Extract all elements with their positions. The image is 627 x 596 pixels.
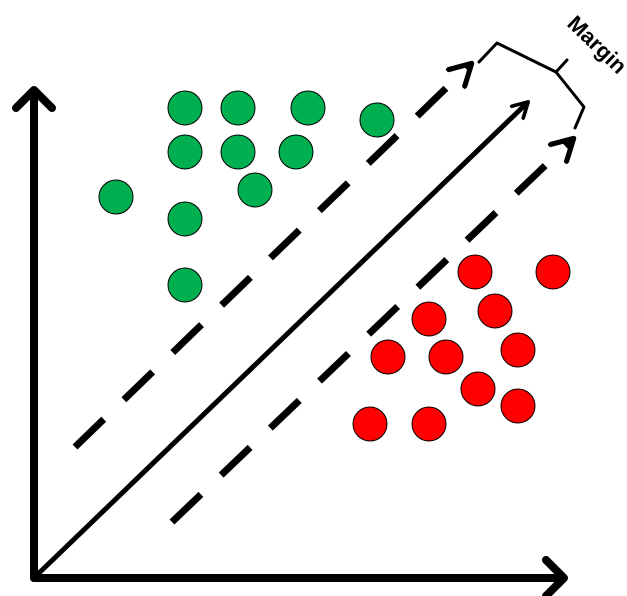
class-a-point [167,90,203,126]
class-a-points [98,90,395,303]
class-b-point [428,339,464,375]
class-b-point [370,339,406,375]
class-b-point [352,406,388,442]
class-a-point [220,90,256,126]
upper-margin-line [72,65,470,450]
class-b-point [460,371,496,407]
class-a-point [237,172,273,208]
class-b-point [411,301,447,337]
class-a-point [98,179,134,215]
class-a-point [359,102,395,138]
class-a-point [278,134,314,170]
class-b-point [477,293,513,329]
class-b-points [352,254,571,442]
class-b-point [500,332,536,368]
margin-bracket-tick [554,58,569,74]
class-a-point [167,134,203,170]
class-b-point [535,254,571,290]
axes [12,86,568,596]
lower-margin-line [169,140,572,525]
class-b-point [500,388,536,424]
decision-boundary-line [35,103,527,577]
class-b-point [411,406,447,442]
x-axis-arrowhead [542,556,568,596]
class-a-point [290,90,326,126]
margin-label: Margin [563,11,627,79]
class-b-point [457,254,493,290]
class-a-point [167,267,203,303]
margin-bracket [477,41,586,130]
y-axis-arrowhead [12,86,56,112]
class-a-point [220,134,256,170]
class-a-point [167,201,203,237]
